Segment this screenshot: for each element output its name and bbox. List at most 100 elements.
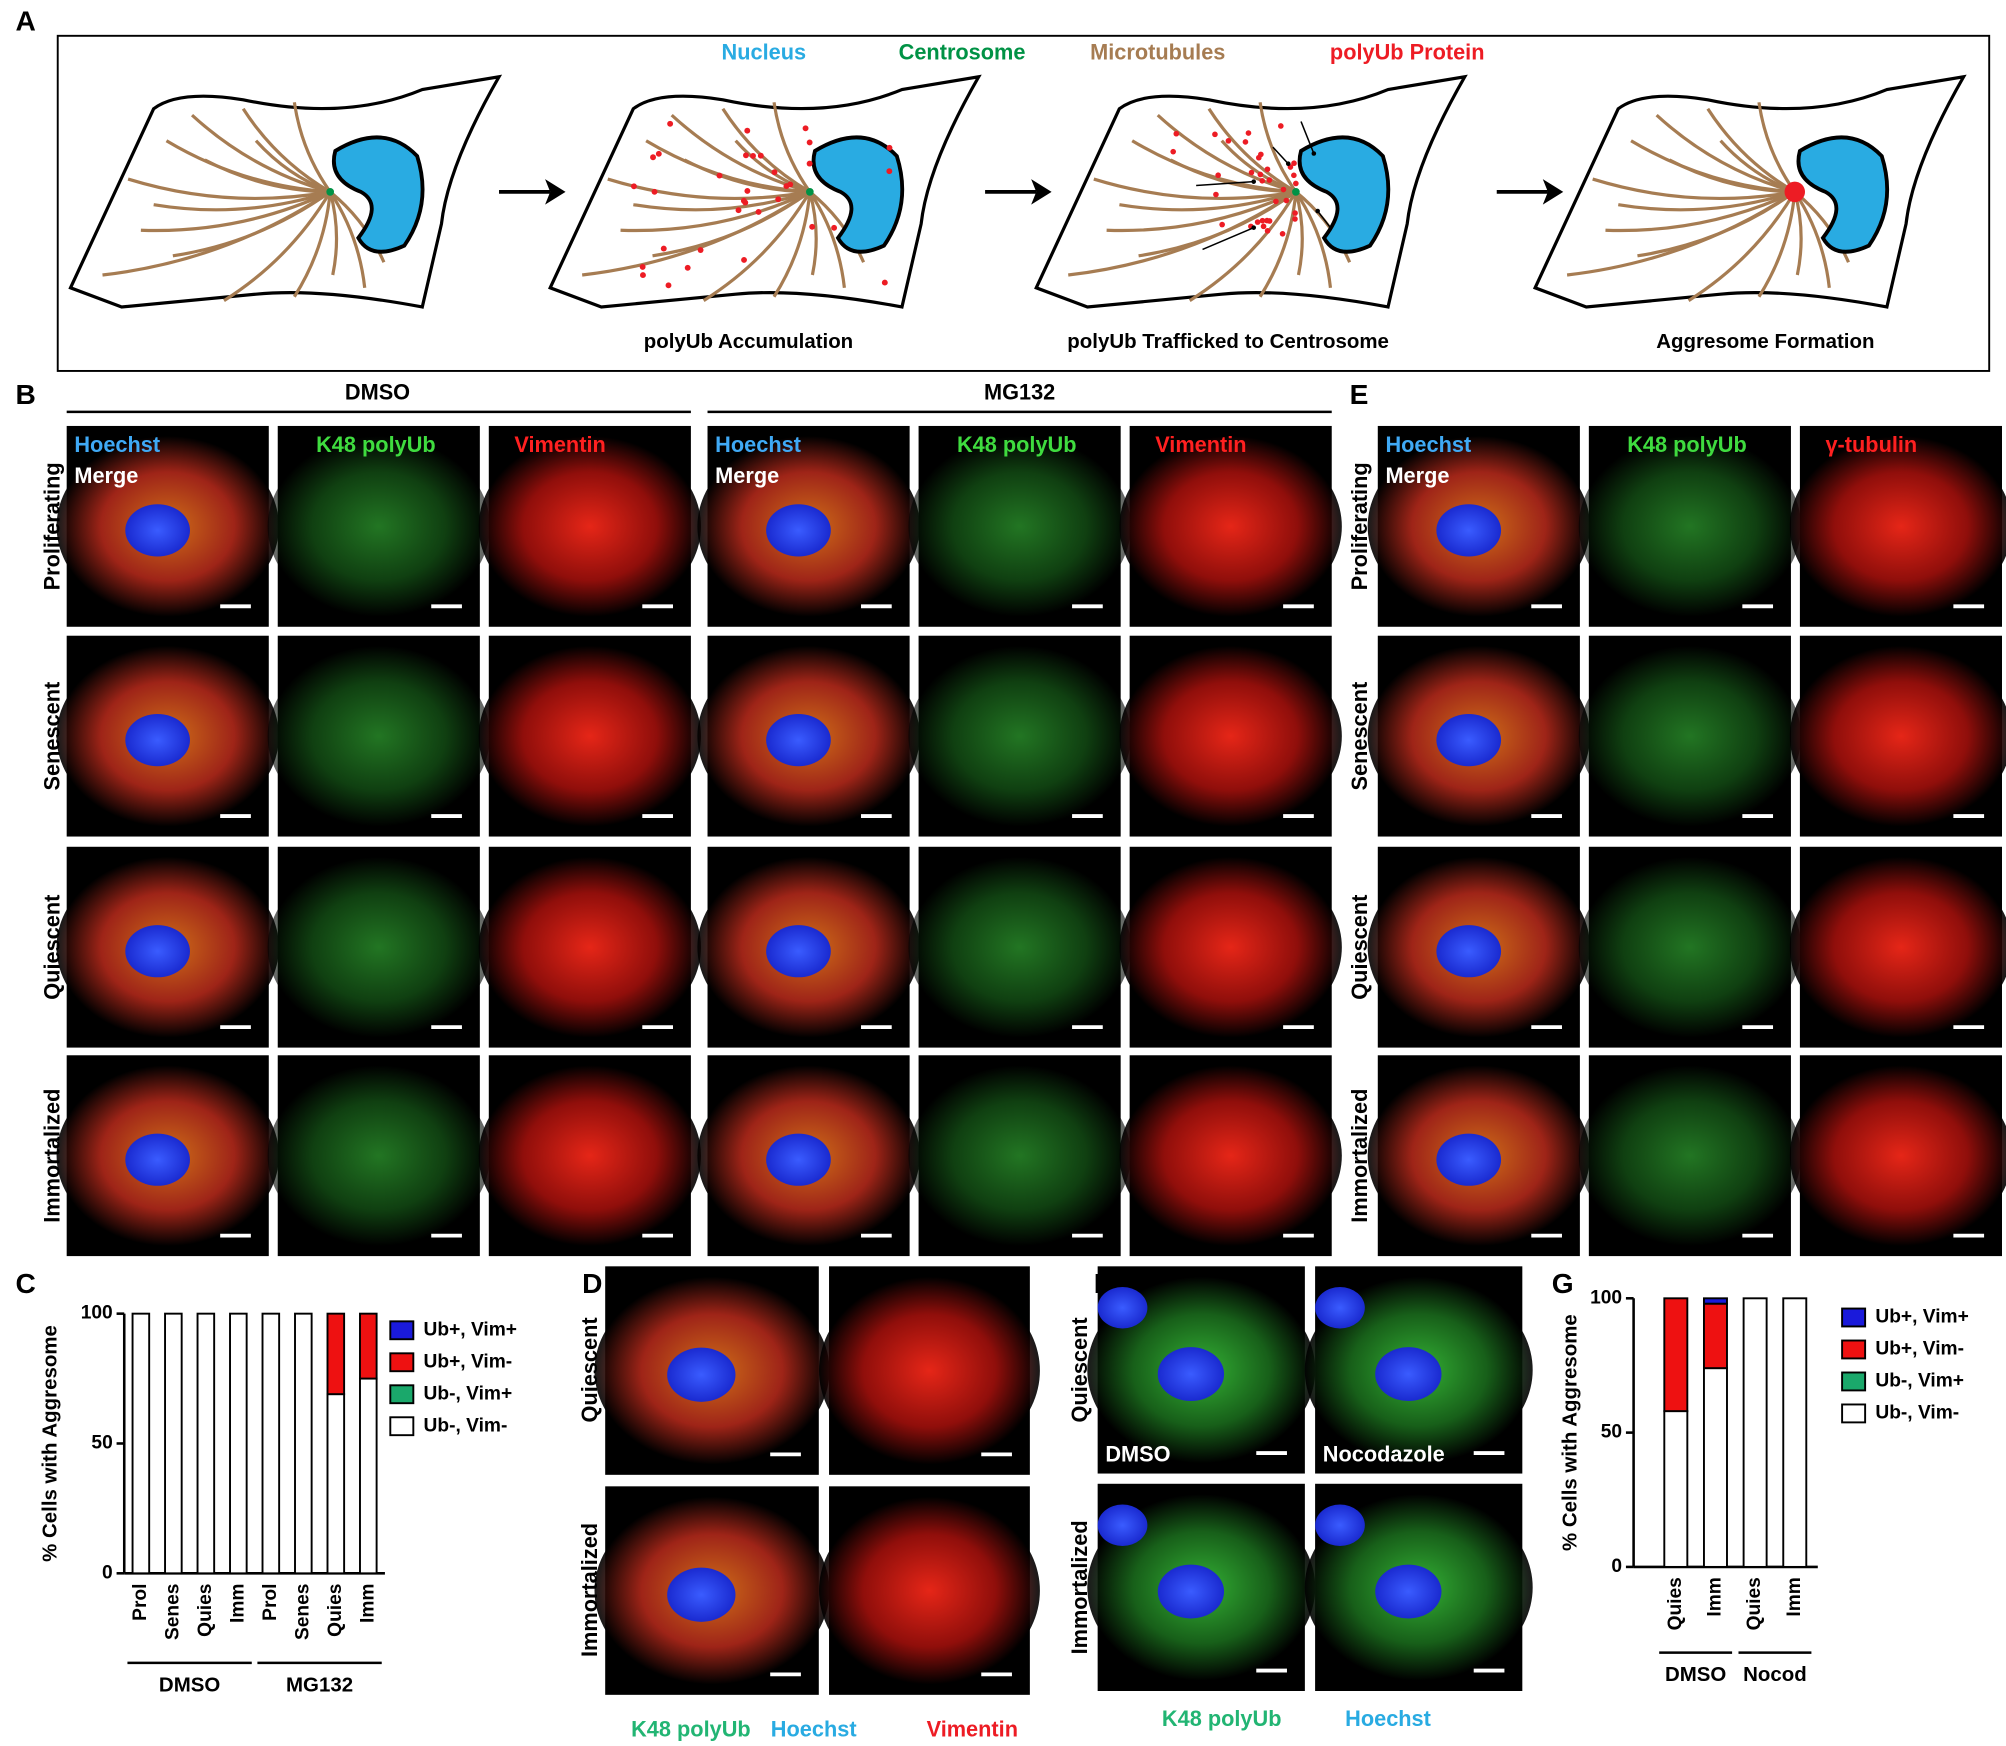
- x-tick-label: Imm: [1784, 1577, 1805, 1616]
- arrow: [1202, 226, 1255, 251]
- y-axis-label: % Cells with Aggresome: [39, 1325, 62, 1562]
- polyub-dot: [1264, 228, 1271, 234]
- row-label: Immortalized: [1067, 1520, 1092, 1654]
- legend-label: Ub+, Vim-: [424, 1351, 513, 1372]
- nucleus-signal: [1375, 1347, 1442, 1402]
- arrow: [1300, 121, 1315, 154]
- bar-segment: [1663, 1297, 1689, 1413]
- channel-label: Hoechst: [1345, 1706, 1431, 1731]
- legend-label: Ub+, Vim-: [1875, 1339, 1964, 1360]
- polyub-dot: [1248, 169, 1255, 176]
- cell-signal: [1578, 856, 1802, 1038]
- bar-segment: [164, 1312, 183, 1575]
- row-label: Quiescent: [1067, 1317, 1092, 1422]
- polyub-dot: [886, 168, 893, 175]
- polyub-dot: [1259, 217, 1266, 224]
- nucleus-signal: [766, 925, 831, 978]
- centrosome: [806, 188, 814, 196]
- row-label: Immortalized: [577, 1523, 602, 1657]
- nucleus-signal: [125, 504, 190, 557]
- bar-segment: [326, 1312, 346, 1396]
- channel-label: Merge: [1385, 463, 1449, 488]
- polyub-dot: [1242, 139, 1249, 145]
- schematic: [68, 74, 1966, 309]
- bar-segment: [326, 1393, 346, 1575]
- arrow: [1196, 180, 1254, 187]
- channel-label: K48 polyUb: [316, 432, 436, 457]
- legend-swatch: [1841, 1339, 1867, 1360]
- polyub-dot: [650, 154, 656, 161]
- nucleus-signal: [1315, 1287, 1365, 1329]
- group-label: DMSO: [1665, 1663, 1726, 1686]
- cell-signal: [908, 435, 1131, 617]
- polyub-dot: [1260, 223, 1267, 230]
- cell-signal: [1789, 645, 2006, 827]
- polyub-dot: [1170, 148, 1177, 155]
- cell-signal: [818, 1276, 1040, 1465]
- step-arrow-head: [1542, 179, 1564, 205]
- row-label: Senescent: [40, 682, 65, 791]
- cell-signal: [908, 1065, 1131, 1247]
- arrow: [1317, 210, 1332, 229]
- row-label: Quiescent: [1347, 895, 1372, 1000]
- y-axis-label: % Cells with Aggresome: [1558, 1314, 1581, 1551]
- x-tick-label: Imm: [357, 1584, 378, 1623]
- polyub-dot: [1245, 130, 1252, 136]
- x-tick-label: Imm: [227, 1584, 248, 1623]
- nucleus-signal: [1157, 1347, 1225, 1402]
- channel-label: Hoechst: [715, 432, 801, 457]
- legend-label: Ub-, Vim+: [1875, 1371, 1964, 1392]
- bar-segment: [1782, 1297, 1808, 1568]
- centrosome: [326, 188, 335, 196]
- polyub-dot: [716, 172, 723, 179]
- polyub-dot: [806, 139, 813, 146]
- bar-segment: [1742, 1297, 1768, 1568]
- legend-swatch: [389, 1352, 415, 1373]
- centrosome: [1292, 188, 1300, 196]
- polyub-dot: [1254, 219, 1261, 225]
- channel-label: Vimentin: [514, 432, 605, 457]
- polyub-dot: [1173, 130, 1180, 137]
- x-tick-label: Imm: [1705, 1577, 1726, 1616]
- channel-label: Hoechst: [74, 432, 160, 457]
- panel-label: G: [1552, 1268, 1574, 1299]
- group-label: Nocod: [1743, 1663, 1807, 1686]
- polyub-dot: [806, 160, 813, 167]
- channel-label: Hoechst: [771, 1716, 857, 1741]
- polyub-dot: [640, 272, 646, 279]
- y-tick-label: 0: [1611, 1556, 1622, 1577]
- arrow-head: [1311, 151, 1317, 156]
- cell-signal: [267, 856, 490, 1038]
- polyub-dot: [667, 120, 674, 127]
- polyub-dot: [744, 127, 751, 134]
- step-arrow-head: [545, 179, 566, 205]
- polyub-dot: [639, 263, 646, 270]
- polyub-dot: [1264, 217, 1270, 224]
- legend-label: polyUb Protein: [1330, 39, 1485, 64]
- y-tick-label: 0: [102, 1562, 113, 1583]
- channel-label: Hoechst: [1385, 432, 1471, 457]
- nucleus-signal: [1436, 925, 1502, 978]
- nucleus-signal: [1436, 504, 1502, 557]
- legend-label: Ub-, Vim-: [1875, 1402, 1959, 1423]
- group-label: DMSO: [159, 1673, 220, 1696]
- cell-signal: [1578, 1065, 1802, 1247]
- polyub-dot: [1215, 172, 1221, 179]
- polyub-dot: [735, 207, 742, 214]
- channel-label: K48 polyUb: [957, 432, 1077, 457]
- panel-label: A: [16, 5, 36, 36]
- nucleus-signal: [1315, 1504, 1365, 1546]
- step-label: polyUb Trafficked to Centrosome: [1067, 330, 1389, 353]
- bar-segment: [359, 1312, 378, 1380]
- nucleus-signal: [125, 925, 190, 978]
- polyub-dot: [743, 152, 749, 159]
- step-label: polyUb Accumulation: [644, 330, 853, 353]
- x-tick-label: Quies: [1665, 1577, 1686, 1630]
- polyub-dot: [750, 152, 756, 159]
- x-tick-label: Quies: [195, 1584, 216, 1637]
- cell-signal: [1119, 1065, 1342, 1247]
- step-arrow-head: [1031, 179, 1052, 205]
- nucleus-signal: [1436, 1133, 1502, 1186]
- polyub-dot: [831, 224, 838, 231]
- polyub-dot: [881, 279, 888, 286]
